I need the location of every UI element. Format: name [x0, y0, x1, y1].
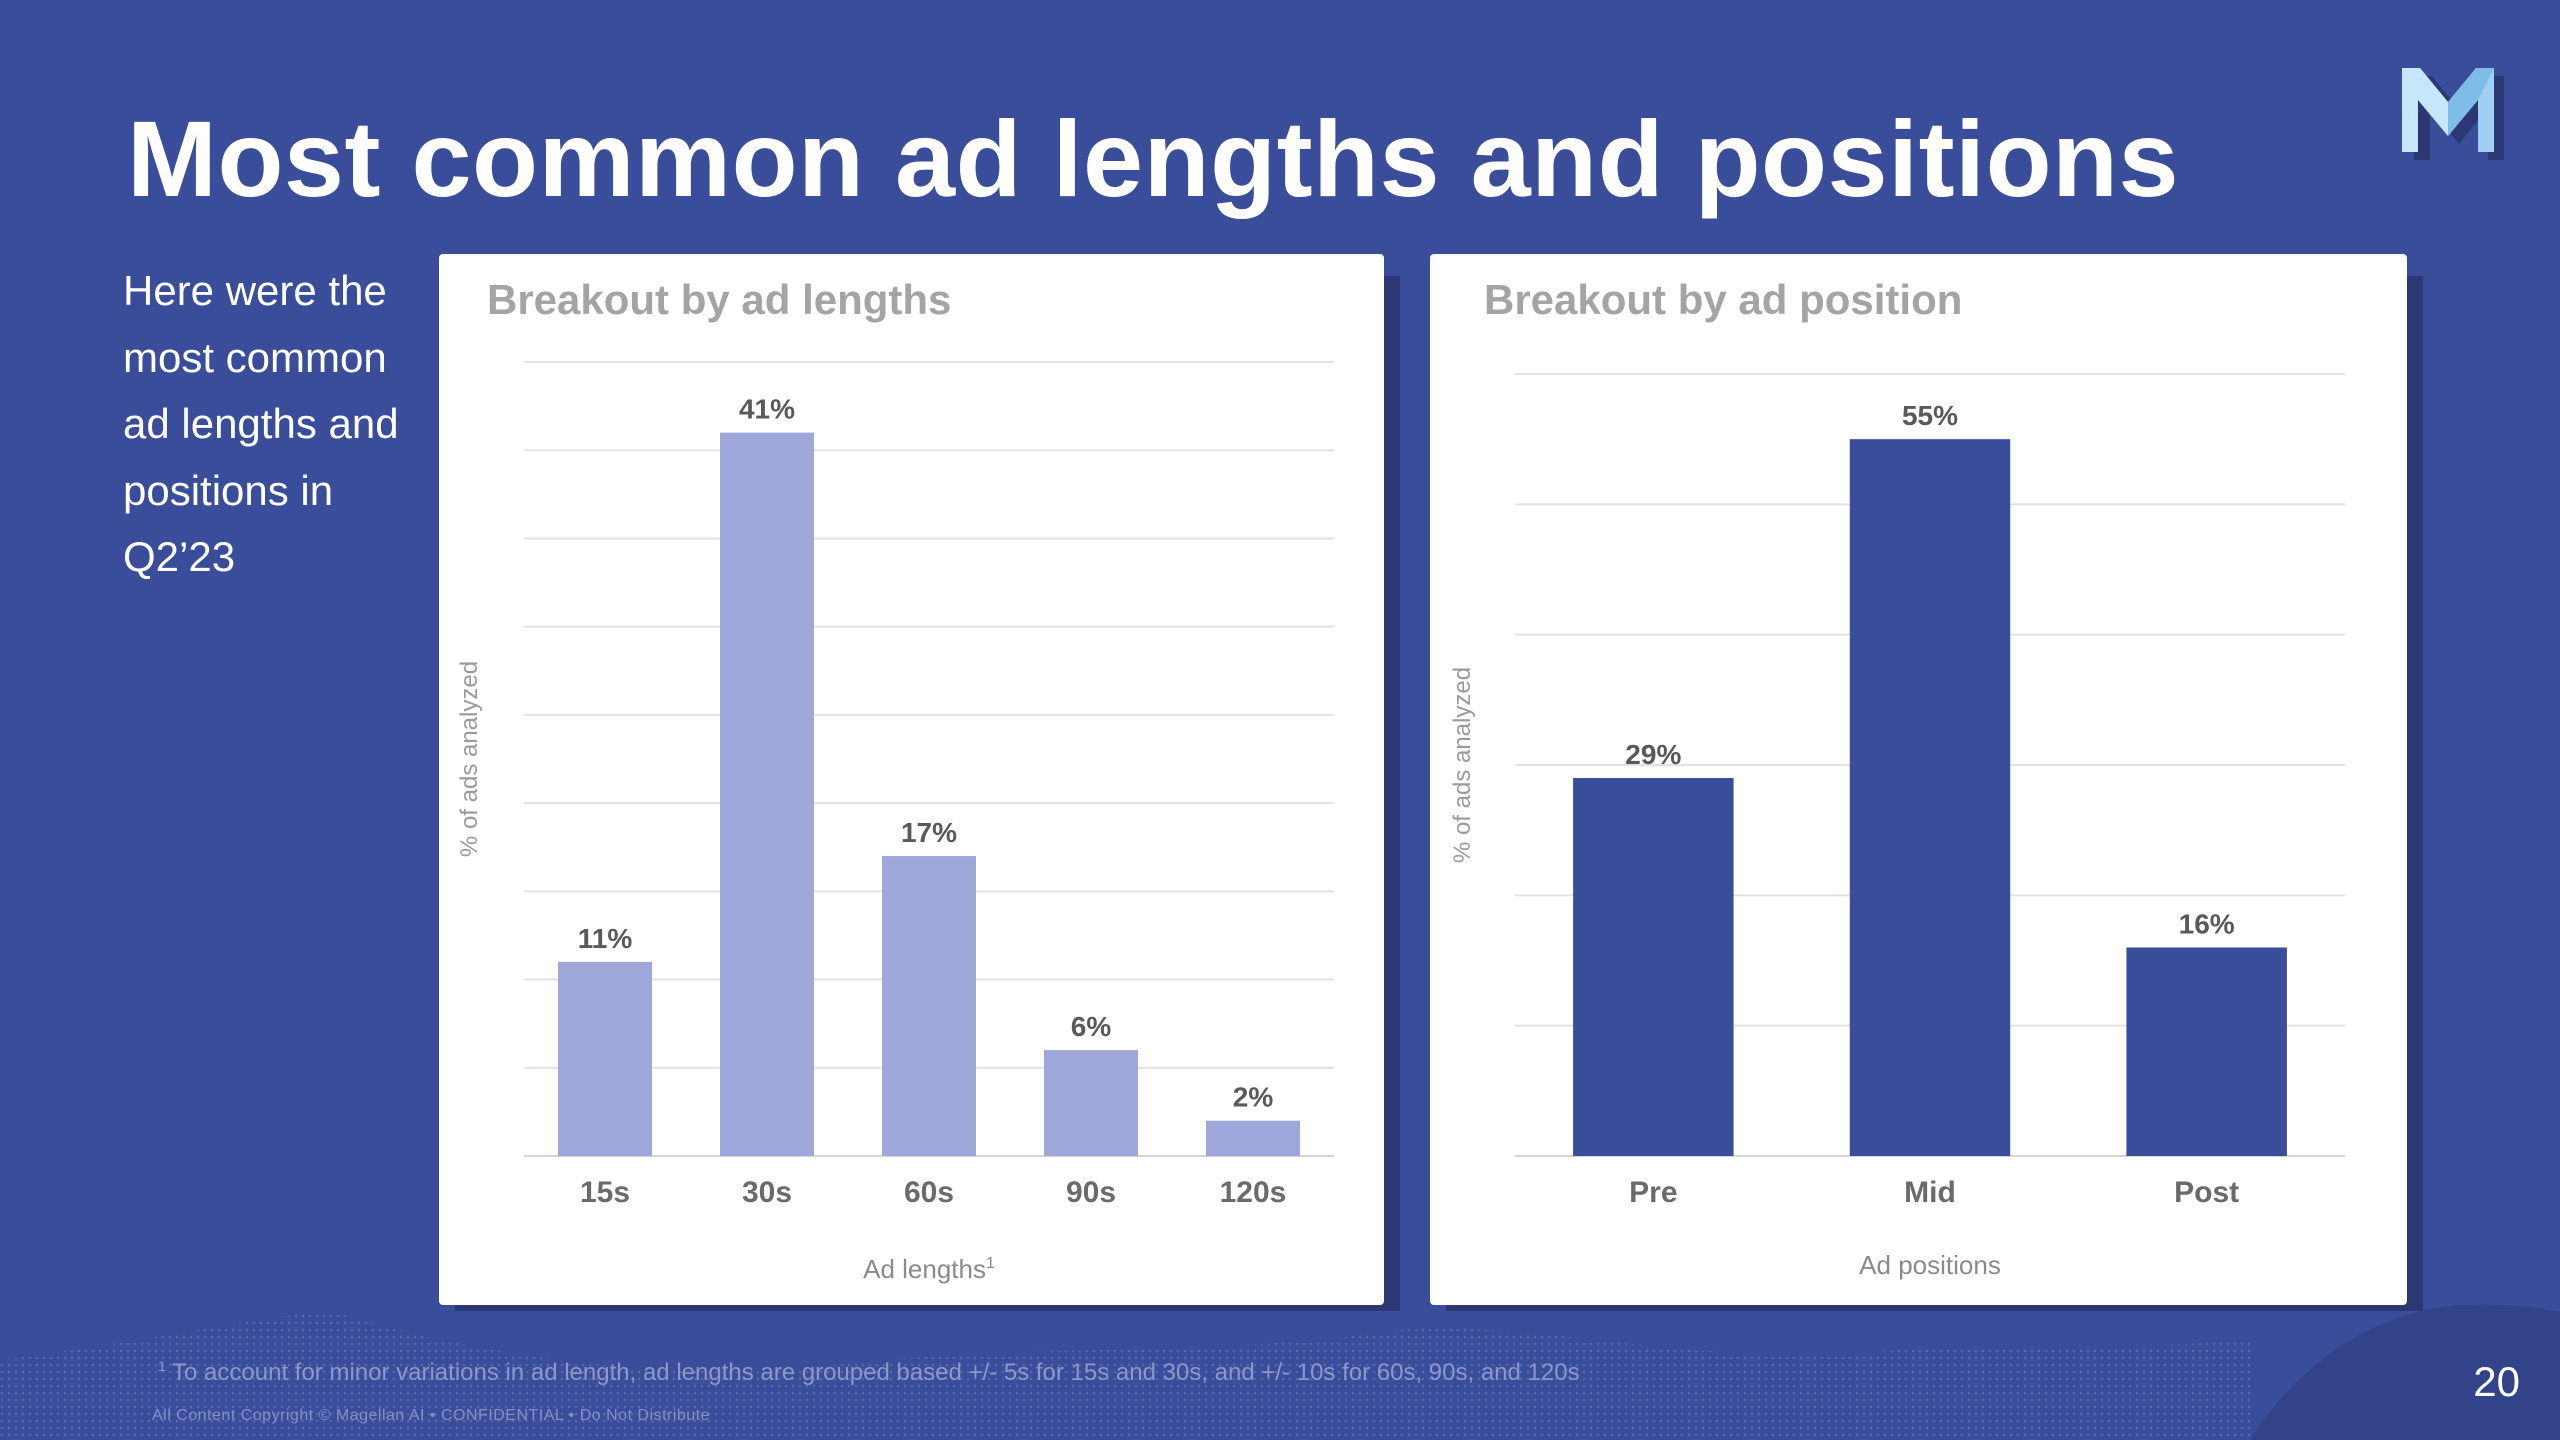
x-tick-label: 120s [1220, 1176, 1287, 1209]
intro-line: positions in [123, 466, 334, 514]
copyright-notice: All Content Copyright © Magellan AI • CO… [152, 1407, 711, 1424]
data-label: 2% [1233, 1082, 1274, 1113]
x-axis-label: Ad lengths1 [863, 1254, 995, 1284]
bar [720, 432, 814, 1156]
data-label: 11% [578, 923, 633, 954]
x-tick-label: Post [2174, 1176, 2239, 1209]
x-tick-label: Mid [1904, 1176, 1956, 1209]
bar [1573, 778, 1734, 1156]
x-tick-label: 60s [904, 1176, 954, 1209]
data-label: 41% [739, 394, 795, 425]
data-label: 29% [1625, 739, 1681, 770]
ad-positions-chart-card: Breakout by ad position 29% Pre 55% Mid 16% P… [1430, 254, 2407, 1305]
x-tick-label: 30s [742, 1176, 792, 1209]
y-axis-label: % of ads analyzed [456, 661, 483, 857]
ad-lengths-bar-chart: 11% 15s 41% 30s 17% 60s 6% 90s 2% 120s % of ads an… [456, 361, 1334, 1284]
bar [2126, 947, 2287, 1156]
x-tick-label: 90s [1066, 1176, 1116, 1209]
data-label: 17% [901, 817, 957, 848]
magellan-m-logo [2402, 68, 2504, 160]
data-label: 16% [2179, 908, 2235, 939]
bar [1849, 439, 2011, 1156]
slide-title: Most common ad lengths and positions [127, 98, 2180, 219]
footnote: 1 To account for minor variations in ad … [158, 1358, 1580, 1387]
bar [1206, 1120, 1300, 1156]
y-axis-label: % of ads analyzed [1449, 667, 1476, 863]
x-axis-label: Ad positions [1859, 1250, 2001, 1280]
x-tick-label: Pre [1629, 1176, 1677, 1209]
data-label: 6% [1071, 1011, 1112, 1042]
footnote-marker: 1 [158, 1358, 166, 1374]
ad-positions-bar-chart: 29% Pre 55% Mid 16% Post % of ads analyzed Ad p… [1449, 373, 2345, 1280]
page-number: 20 [2473, 1358, 2520, 1405]
bar [558, 961, 652, 1156]
bar [1044, 1050, 1138, 1156]
intro-line: ad lengths and [123, 400, 399, 447]
intro-line: Here were the [123, 267, 387, 314]
bar [882, 856, 976, 1156]
footer-dot-pattern [0, 1304, 2560, 1440]
x-tick-label: 15s [580, 1176, 630, 1209]
chart-title: Breakout by ad position [1484, 276, 1963, 323]
intro-text: Here were the most common ad lengths and… [123, 258, 423, 591]
footnote-text: To account for minor variations in ad le… [172, 1359, 1580, 1386]
x-axis-label-superscript: 1 [986, 1255, 995, 1272]
chart-title: Breakout by ad lengths [487, 276, 952, 323]
intro-line: most common [123, 333, 387, 381]
data-label: 55% [1902, 400, 1958, 431]
intro-line: Q2’23 [123, 533, 236, 580]
ad-lengths-chart-card: Breakout by ad lengths 11% 15s 41% 30s 17% 60… [439, 254, 1384, 1305]
